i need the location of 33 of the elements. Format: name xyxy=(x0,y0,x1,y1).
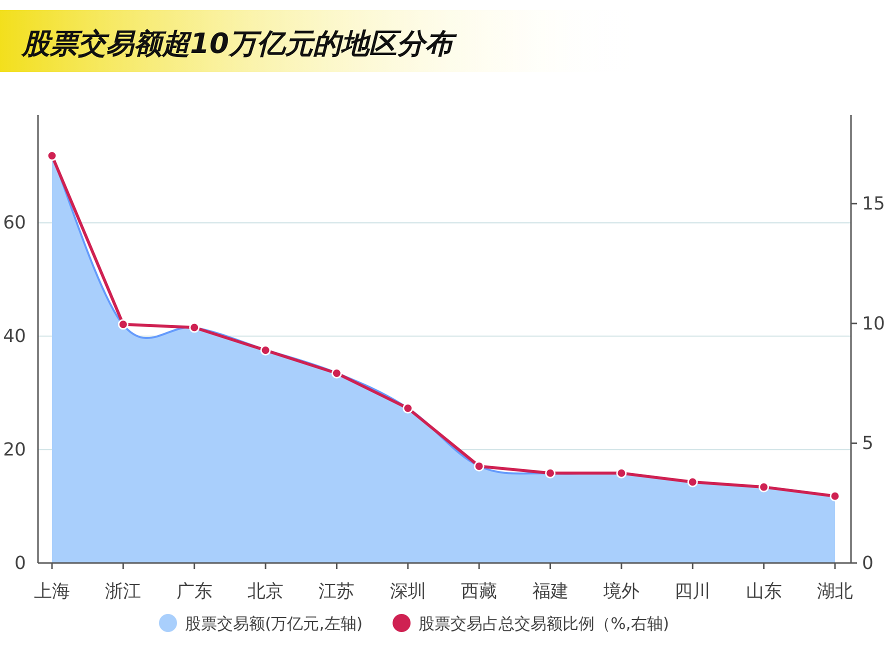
point xyxy=(758,482,770,492)
x-tick-label: 上海 xyxy=(34,581,70,602)
point xyxy=(118,319,128,330)
legend-label: 股票交易占总交易额比例（%,右轴) xyxy=(418,614,670,633)
x-tick-label: 广东 xyxy=(176,581,212,602)
y2-tick-label: 15 xyxy=(862,194,885,215)
y-tick-label: 20 xyxy=(3,440,26,461)
legend-label: 股票交易额(万亿元,左轴) xyxy=(185,614,363,633)
x-tick-label: 湖北 xyxy=(817,581,853,602)
y-tick-label: 40 xyxy=(3,326,26,348)
point xyxy=(545,468,556,478)
point xyxy=(474,460,484,472)
point xyxy=(616,468,627,478)
y2-tick-label: 0 xyxy=(862,553,874,574)
chart-title: 股票交易额超10万亿元的地区分布 xyxy=(20,27,458,60)
point xyxy=(189,322,200,333)
point xyxy=(331,368,342,379)
y-tick-label: 0 xyxy=(14,553,26,574)
x-tick-label: 境外 xyxy=(602,581,640,602)
x-tick-label: 深圳 xyxy=(390,581,426,602)
x-tick-label: 江苏 xyxy=(318,581,355,602)
x-tick-label: 山东 xyxy=(746,581,782,602)
y2-tick-label: 10 xyxy=(862,313,885,334)
point xyxy=(830,490,840,502)
x-tick-label: 福建 xyxy=(532,581,568,602)
point xyxy=(687,476,698,488)
y-tick-label: 60 xyxy=(3,212,26,234)
point xyxy=(260,345,271,356)
x-tick-label: 四川 xyxy=(674,581,711,602)
x-tick-label: 西藏 xyxy=(461,581,498,602)
y2-tick-label: 5 xyxy=(862,433,874,454)
x-tick-label: 北京 xyxy=(248,581,284,602)
x-tick-label: 浙江 xyxy=(105,581,142,602)
